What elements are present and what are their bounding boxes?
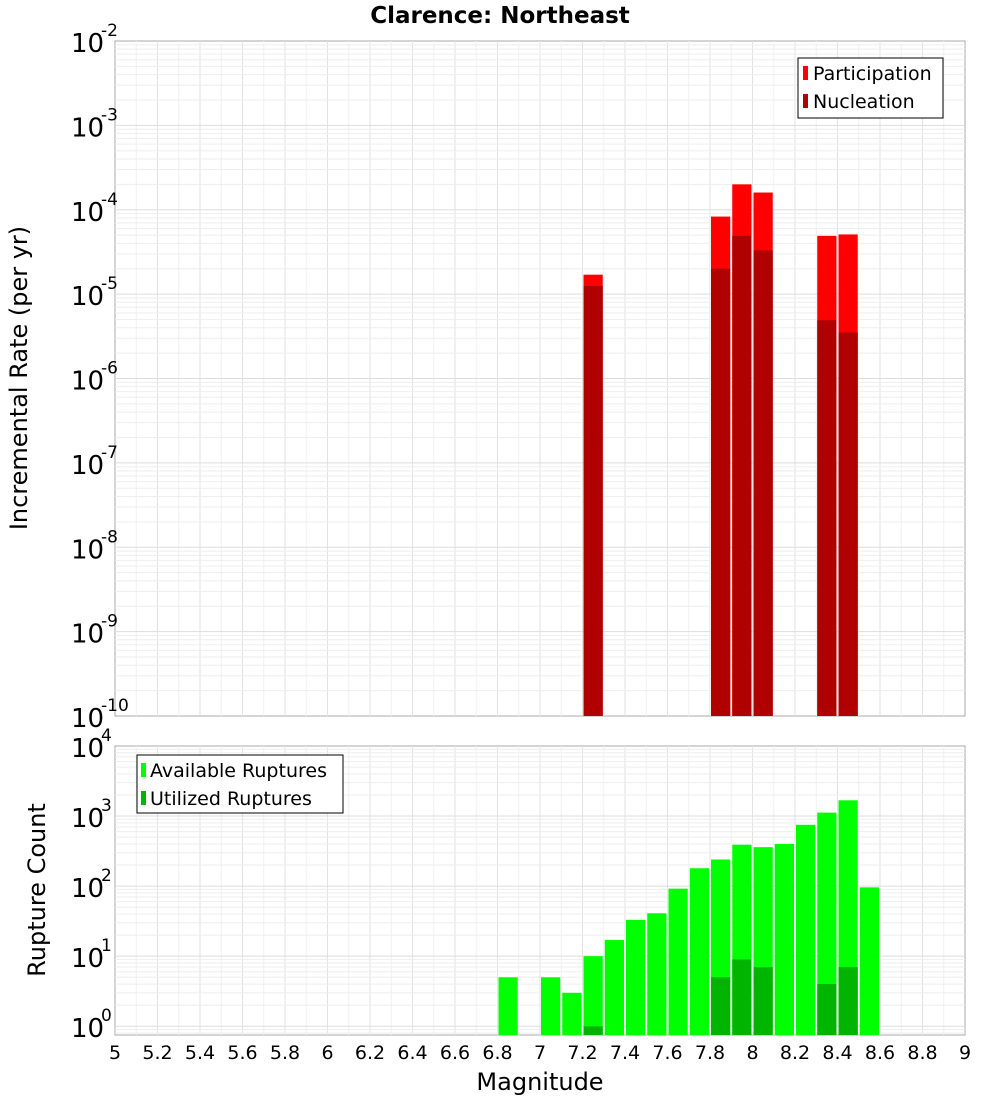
x-tick-label: 5.2 (142, 1042, 172, 1064)
count-bar-available-ruptures (541, 977, 561, 1035)
x-tick-label: 7 (534, 1042, 546, 1064)
magnitude-x-ticks: 5 5.2 5.4 5.6 5.8 6 6.2 6.4 6.6 6.8 7 7.2 7.4 7.6 7.8 8… (109, 1042, 971, 1064)
rate-y-tick-base: 10 (71, 535, 104, 565)
rate-y-tick-exponent: -6 (101, 359, 118, 379)
rate-y-tick-base: 10 (71, 704, 104, 734)
count-y-tick-exponent: 3 (101, 796, 112, 816)
rate-y-tick-exponent: -10 (101, 696, 129, 716)
rate-y-tick-exponent: -9 (101, 612, 118, 632)
count-y-tick-base: 10 (71, 804, 104, 834)
count-y-tick-base: 10 (71, 734, 104, 764)
count-y-axis-label: Rupture Count (23, 803, 51, 977)
count-y-tick-exponent: 4 (101, 726, 112, 746)
rate-y-tick-base: 10 (71, 113, 104, 143)
x-tick-label: 7.2 (567, 1042, 597, 1064)
chart-title: Clarence: Northeast (370, 3, 630, 29)
count-y-tick-base: 10 (71, 1014, 104, 1044)
count-bar-available-ruptures (859, 887, 879, 1035)
x-tick-label: 6.4 (397, 1042, 427, 1064)
count-y-tick-base: 10 (71, 944, 104, 974)
x-tick-label: 8.8 (907, 1042, 937, 1064)
rate-plot-bars (583, 184, 858, 717)
x-tick-label: 9 (959, 1042, 971, 1064)
x-tick-label: 5.6 (227, 1042, 257, 1064)
count-y-tick-exponent: 1 (101, 936, 112, 956)
x-tick-label: 6.8 (482, 1042, 512, 1064)
participation-legend-label: Participation (813, 63, 932, 85)
count-bar-available-ruptures (562, 992, 582, 1035)
x-tick-label: 8 (746, 1042, 758, 1064)
rate-y-tick-base: 10 (71, 451, 104, 481)
nucleation-swatch (803, 94, 808, 108)
count-bar-available-ruptures (796, 824, 816, 1035)
x-tick-label: 7.8 (695, 1042, 725, 1064)
x-tick-label: 6.2 (355, 1042, 385, 1064)
available-ruptures-swatch (141, 763, 146, 777)
x-tick-label: 5.8 (270, 1042, 300, 1064)
count-bar-utilized-ruptures (838, 967, 858, 1035)
rate-bar-nucleation (583, 285, 603, 716)
participation-swatch (803, 66, 808, 80)
count-bar-utilized-ruptures (817, 984, 837, 1035)
count-bar-utilized-ruptures (711, 977, 731, 1035)
count-bar-available-ruptures (583, 956, 603, 1035)
rate-bar-nucleation (838, 332, 858, 716)
x-tick-label: 6.6 (440, 1042, 470, 1064)
count-bar-available-ruptures (689, 868, 709, 1035)
utilized-ruptures-swatch (141, 791, 146, 805)
count-bar-available-ruptures (817, 812, 837, 1035)
count-bar-utilized-ruptures (753, 967, 773, 1035)
rate-y-tick-base: 10 (71, 367, 104, 397)
count-legend-box (136, 754, 344, 814)
count-bar-available-ruptures (626, 919, 646, 1035)
rate-y-tick-base: 10 (71, 620, 104, 650)
rate-bar-nucleation (711, 268, 731, 716)
rate-y-tick-exponent: -2 (101, 21, 118, 41)
x-tick-label: 5.4 (185, 1042, 215, 1064)
rate-bar-nucleation (753, 250, 773, 717)
count-y-tick-exponent: 0 (101, 1006, 112, 1026)
x-tick-label: 7.4 (610, 1042, 640, 1064)
magnitude-x-axis-label: Magnitude (476, 1068, 603, 1096)
count-legend: Available Ruptures Utilized Ruptures (136, 754, 344, 814)
count-plot-bars (498, 800, 879, 1035)
rate-y-tick-exponent: -4 (101, 190, 118, 210)
rate-plot-grid (115, 41, 965, 716)
rate-y-axis-label: Incremental Rate (per yr) (5, 226, 33, 530)
rate-y-tick-exponent: -8 (101, 527, 118, 547)
nucleation-legend-label: Nucleation (813, 91, 915, 113)
rate-y-tick-base: 10 (71, 29, 104, 59)
count-bar-available-ruptures (774, 843, 794, 1035)
count-bar-available-ruptures (647, 913, 667, 1035)
x-tick-label: 6 (321, 1042, 333, 1064)
x-tick-label: 5 (109, 1042, 121, 1064)
x-tick-label: 8.6 (865, 1042, 895, 1064)
rate-y-tick-base: 10 (71, 282, 104, 312)
count-bar-available-ruptures (498, 977, 518, 1035)
count-y-tick-base: 10 (71, 874, 104, 904)
x-tick-label: 8.4 (822, 1042, 852, 1064)
rate-legend: Participation Nucleation (797, 57, 944, 119)
rate-legend-box (797, 57, 944, 119)
rate-y-tick-exponent: -5 (101, 274, 118, 294)
rate-y-tick-base: 10 (71, 198, 104, 228)
count-bar-utilized-ruptures (583, 1026, 603, 1035)
count-bar-available-ruptures (604, 940, 624, 1035)
x-tick-label: 7.6 (652, 1042, 682, 1064)
rate-bar-nucleation (817, 320, 837, 716)
count-bar-available-ruptures (668, 888, 688, 1035)
rate-y-tick-exponent: -3 (101, 105, 118, 125)
count-bar-utilized-ruptures (732, 959, 752, 1035)
count-y-tick-exponent: 2 (101, 866, 112, 886)
rate-bar-nucleation (732, 235, 752, 716)
utilized-ruptures-legend-label: Utilized Ruptures (150, 788, 312, 810)
rate-y-tick-exponent: -7 (101, 443, 118, 463)
x-tick-label: 8.2 (780, 1042, 810, 1064)
available-ruptures-legend-label: Available Ruptures (150, 760, 327, 782)
